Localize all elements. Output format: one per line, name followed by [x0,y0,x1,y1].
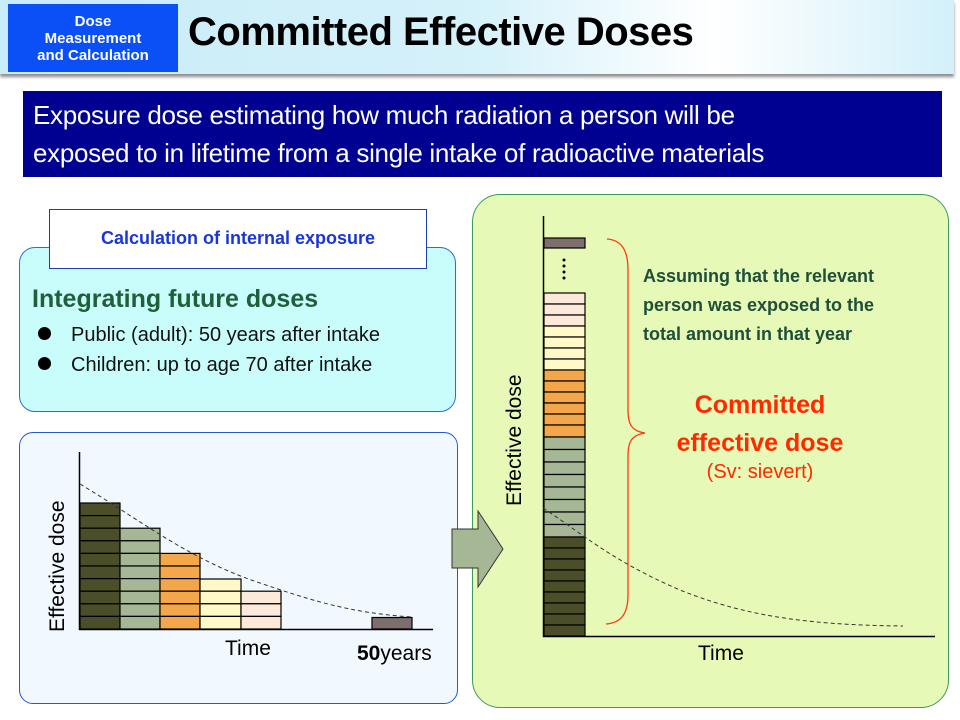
calculation-tag: Calculation of internal exposure [49,209,427,269]
page-title: Committed Effective Doses [188,10,694,54]
bar-year-4 [199,578,242,630]
badge-line: and Calculation [37,46,149,64]
bullet-icon [38,357,51,370]
segments-year-1 [543,536,586,637]
right-x-axis-label: Time [698,642,744,665]
calculation-heading: Integrating future doses [32,285,319,313]
segment-year-50 [543,237,586,249]
bar-year-2 [119,527,161,630]
bullet-icon [38,327,51,340]
curly-brace-icon [605,238,646,625]
segments-year-4 [543,325,586,371]
bullet-text: Public (adult): 50 years after intake [71,324,381,346]
assumption-line: total amount in that year [643,324,853,344]
bullet-item: Public (adult): 50 years after intake [38,324,380,347]
segments-year-3 [543,369,586,438]
left-bars [79,502,413,630]
bar-year-50 [371,616,413,630]
badge-line: Dose [74,12,112,30]
left-x-axis-label: Time [225,637,271,660]
assumption-line: person was exposed to the [643,295,875,315]
segments-year-2 [543,436,586,538]
stacked-total-bar [543,237,586,637]
header-bar: Dose Measurement and Calculation Committ… [0,0,954,74]
left-y-axis-label: Effective dose [46,500,69,632]
banner-line: Exposure dose estimating how much radiat… [33,100,735,130]
assumption-line: Assuming that the relevant [643,266,875,286]
bullet-text: Children: up to age 70 after intake [71,354,373,376]
segments-year-5 [543,292,586,327]
section-badge: Dose Measurement and Calculation [8,4,178,72]
bar-year-3 [159,552,201,630]
banner-line: exposed to in lifetime from a single int… [33,138,765,168]
right-y-axis-label: Effective dose [503,374,526,506]
result-line: effective dose [676,429,844,457]
assumption-note: Assuming that the relevant person was ex… [643,262,874,349]
ellipsis-icon [562,258,566,280]
result-line: Committed [694,391,826,419]
unit-label: (Sv: sievert) [706,461,814,483]
end-year-unit: years [380,642,432,665]
bar-year-5 [240,590,282,630]
definition-banner: Exposure dose estimating how much radiat… [23,91,942,177]
bar-year-1 [79,502,121,630]
badge-line: Measurement [44,29,142,47]
bullet-item: Children: up to age 70 after intake [38,354,372,377]
committed-dose-label: Committed effective dose [640,386,880,462]
right-decay-curve [542,507,904,627]
end-year-number: 50 [357,642,381,665]
right-arrow-icon [451,509,504,589]
left-decay-curve [79,483,413,618]
end-year-label: 50years [357,642,432,666]
